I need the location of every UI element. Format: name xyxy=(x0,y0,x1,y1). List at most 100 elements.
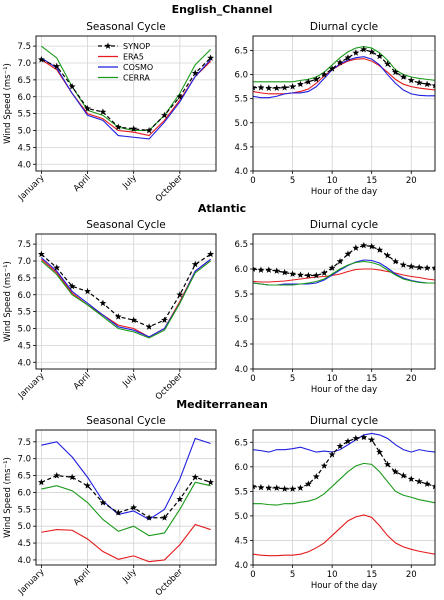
synop-point xyxy=(37,56,45,63)
x-tick-label: 15 xyxy=(366,570,377,580)
synop-point xyxy=(328,450,336,458)
y-tick-label: 6.5 xyxy=(17,76,31,86)
legend-label-cosmo: COSMO xyxy=(123,63,153,72)
series-line-cerra xyxy=(253,46,435,83)
x-tick-label: 5 xyxy=(290,374,295,384)
synop-point xyxy=(68,83,76,90)
series-group xyxy=(37,45,215,140)
synop-point xyxy=(289,83,296,90)
series-group xyxy=(37,250,215,339)
y-tick-label: 4.5 xyxy=(17,341,31,351)
atlantic-diurnal-panel: Diurnal cycle 4.0 4.5 5.0 5.5 6.0 6.5 0 5 10 15 20 H… xyxy=(234,219,436,395)
y-tick-label: 6.5 xyxy=(17,472,31,482)
synop-point xyxy=(423,264,431,271)
x-tick-label: 5 xyxy=(290,176,295,186)
synop-point xyxy=(360,433,368,441)
synop-point xyxy=(320,269,328,276)
synop-point xyxy=(297,80,304,88)
x-tick-label: 0 xyxy=(250,570,255,580)
synop-point xyxy=(161,111,168,119)
series-group xyxy=(253,432,435,557)
x-tick-label: 20 xyxy=(406,176,417,186)
synop-point xyxy=(384,251,391,259)
synop-point xyxy=(68,282,76,290)
synop-point xyxy=(360,45,368,53)
synop-point xyxy=(99,108,107,115)
synop-point xyxy=(407,262,415,270)
plot-frame xyxy=(35,233,217,370)
atlantic-diurnal-title: Diurnal cycle xyxy=(310,219,378,231)
x-tick-label: 15 xyxy=(366,374,377,384)
synop-point xyxy=(176,495,184,503)
synop-point xyxy=(399,261,407,268)
synop-point xyxy=(281,268,289,276)
y-axis-label: Wind Speed (ms⁻¹) xyxy=(3,63,13,144)
x-axis-label: Hour of the day xyxy=(311,187,377,197)
series-line-cosmo xyxy=(253,432,435,453)
series-line-synop xyxy=(41,474,211,519)
y-tick-label: 5.0 xyxy=(17,325,31,335)
y-tick-label: 6.5 xyxy=(234,240,248,250)
synop-point xyxy=(376,246,384,253)
synop-point xyxy=(431,82,435,89)
synop-point xyxy=(265,266,273,273)
synop-point xyxy=(368,242,376,250)
x-tick-label: July xyxy=(120,371,139,390)
legend-marker-synop xyxy=(104,42,112,49)
synop-point xyxy=(130,125,138,132)
series-line-cosmo xyxy=(41,57,212,140)
synop-point xyxy=(384,460,391,468)
plot-frame xyxy=(35,429,217,566)
region-title-mediterranean: Mediterranean xyxy=(176,398,268,411)
synop-point xyxy=(281,83,289,91)
legend-label-synop: SYNOP xyxy=(123,42,150,51)
synop-point xyxy=(207,54,215,61)
synop-point xyxy=(114,509,122,516)
english-channel-seasonal-title: Seasonal Cycle xyxy=(86,21,166,33)
english-channel-diurnal-title: Diurnal cycle xyxy=(310,21,378,33)
y-tick-label: 4.5 xyxy=(17,143,31,153)
x-tick-label: July xyxy=(120,567,139,586)
region-title-atlantic: Atlantic xyxy=(197,202,247,215)
plot-frame xyxy=(252,233,436,370)
y-tick-label: 4.0 xyxy=(234,365,248,375)
y-tick-label: 6.0 xyxy=(17,93,31,103)
synop-point xyxy=(368,48,376,55)
series-line-cerra xyxy=(41,260,211,339)
y-tick-label: 6.0 xyxy=(234,463,248,473)
synop-point xyxy=(415,477,423,485)
series-line-cosmo xyxy=(41,437,211,521)
synop-point xyxy=(114,123,122,131)
y-tick-label: 6.0 xyxy=(17,488,31,498)
synop-point xyxy=(344,54,352,61)
synop-point xyxy=(161,316,168,323)
synop-point xyxy=(84,104,91,112)
series-line-cerra xyxy=(41,481,211,537)
synop-point xyxy=(344,250,352,257)
x-tick-label: 20 xyxy=(406,374,417,384)
synop-point xyxy=(392,257,399,265)
x-tick-label: October xyxy=(154,371,185,402)
synop-point xyxy=(130,504,138,511)
atlantic-seasonal-panel: Seasonal Cycle 4.0 4.5 5.0 5.5 6.0 6.5 7.0 7.5 Ja… xyxy=(3,219,217,402)
x-tick-label: January xyxy=(16,371,47,402)
synop-point xyxy=(431,482,435,490)
synop-point xyxy=(207,250,215,258)
synop-point xyxy=(161,514,168,521)
x-tick-label: 10 xyxy=(327,570,338,580)
x-tick-label: October xyxy=(154,173,185,204)
mediterranean-diurnal-panel: Diurnal cycle 4.0 4.5 5.0 5.5 6.0 6.5 0 5 10 15 20 H… xyxy=(234,415,436,591)
x-tick-label: 20 xyxy=(406,570,417,580)
x-tick-label: October xyxy=(154,567,185,598)
y-tick-label: 6.0 xyxy=(234,71,248,81)
synop-point xyxy=(281,485,289,492)
plot-frame xyxy=(252,35,436,172)
synop-point xyxy=(336,442,344,450)
synop-point xyxy=(257,83,265,91)
synop-point xyxy=(423,80,431,88)
series-line-cosmo xyxy=(41,257,211,338)
series-group xyxy=(37,437,215,563)
y-tick-label: 5.0 xyxy=(234,512,248,522)
